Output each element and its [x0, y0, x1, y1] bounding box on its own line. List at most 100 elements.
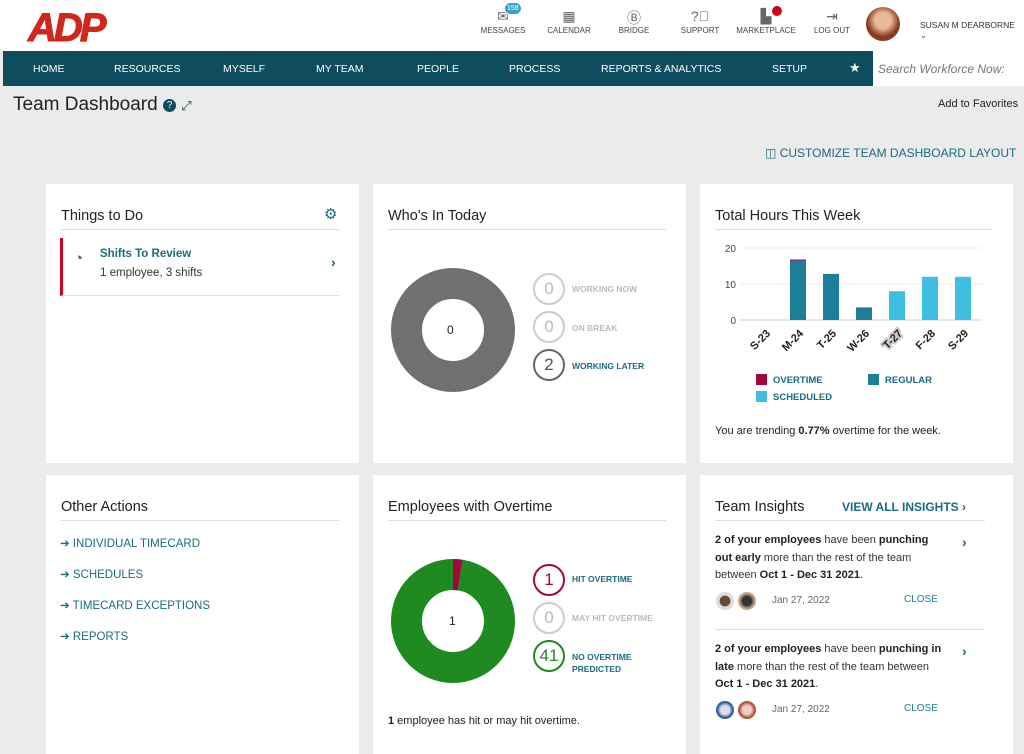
- hours-bar-chart: 0 10 20 S-23 M-24 T-25 W-26 T-27 F-28 S-29: [725, 244, 982, 355]
- user-name: SUSAN M DEARBORNE: [920, 20, 1015, 30]
- support-icon: ?⃝: [690, 8, 710, 24]
- card-title: Other Actions: [61, 499, 339, 521]
- card-title: Total Hours This Week: [715, 208, 993, 230]
- card-title: Who's In Today: [388, 208, 666, 230]
- bar-regular: [823, 273, 839, 320]
- top-bar: ADP ✉ 158 MESSAGES ▦ CALENDAR Ⓑ BRIDGE ?⃝ SUP…: [0, 0, 1024, 51]
- x-tick-label: T-25: [815, 328, 839, 352]
- expand-icon[interactable]: ⤢: [181, 98, 192, 113]
- nav-my-team[interactable]: MY TEAM: [316, 63, 364, 75]
- search-input[interactable]: [873, 51, 1024, 86]
- overtime-footer: 1 employee has hit or may hit overtime.: [388, 715, 580, 727]
- footer-text: employee has hit or may hit overtime.: [394, 715, 580, 727]
- support-button[interactable]: ?⃝ SUPPORT: [670, 8, 730, 35]
- bridge-icon: Ⓑ: [627, 10, 641, 26]
- other-actions-card: Other Actions ➔ INDIVIDUAL TIMECARD ➔ SC…: [46, 475, 359, 754]
- employee-avatar: [738, 701, 756, 719]
- user-avatar[interactable]: [866, 7, 900, 41]
- help-icon[interactable]: ?: [162, 99, 176, 112]
- divider: [715, 629, 985, 630]
- chevron-right-icon: ›: [962, 500, 967, 514]
- nav-process[interactable]: PROCESS: [509, 63, 561, 75]
- support-label: SUPPORT: [680, 26, 720, 35]
- employees-overtime-card: Employees with Overtime 1 1 HIT OVERTIME…: [373, 475, 686, 754]
- link-label: REPORTS: [72, 631, 129, 643]
- main-nav: HOME RESOURCES MYSELF MY TEAM PEOPLE PRO…: [3, 51, 873, 86]
- nav-reports-analytics[interactable]: REPORTS & ANALYTICS: [601, 63, 722, 75]
- chevron-down-icon: ⌄: [920, 30, 928, 40]
- add-to-favorites[interactable]: Add to Favorites: [938, 98, 1019, 110]
- insight-item-1[interactable]: 2 of your employees have been punching o…: [715, 534, 929, 581]
- card-title-text: Team Insights: [715, 499, 805, 515]
- calendar-button[interactable]: ▦ CALENDAR: [539, 8, 599, 35]
- reports-link[interactable]: ➔ REPORTS: [60, 631, 129, 643]
- link-label: SCHEDULES: [72, 569, 144, 581]
- bar-scheduled: [922, 276, 938, 320]
- overtime-trend-text: You are trending 0.77% overtime for the …: [715, 425, 941, 437]
- legend-label: REGULAR: [885, 375, 932, 386]
- whos-in-today-card: Who's In Today 0 0 WORKING NOW 0 ON BREA…: [373, 184, 686, 463]
- logout-button[interactable]: ⇥ LOG OUT: [802, 8, 862, 35]
- legend-overtime: OVERTIME: [756, 374, 823, 386]
- y-tick-label: 20: [725, 244, 737, 255]
- clock-icon: ◔: [74, 250, 84, 267]
- shifts-to-review-item[interactable]: ◔ Shifts To Review 1 employee, 3 shifts …: [60, 238, 339, 296]
- on-break-count: 0: [533, 311, 565, 343]
- logout-icon: ⇥: [826, 8, 838, 24]
- no-overtime-label[interactable]: NO OVERTIME PREDICTED: [572, 652, 632, 674]
- calendar-icon: ▦: [562, 8, 576, 24]
- envelope-icon: ✉ 158: [473, 2, 533, 26]
- x-tick-label: S-29: [946, 328, 971, 353]
- y-tick-label: 0: [730, 316, 736, 327]
- donut-center-value: 1: [449, 614, 456, 628]
- bar-regular: [790, 260, 806, 320]
- view-all-label: VIEW ALL INSIGHTS: [842, 500, 959, 514]
- hit-overtime-count: 1: [533, 564, 565, 596]
- whos-in-donut: [391, 268, 515, 392]
- chevron-right-icon[interactable]: ›: [962, 643, 967, 659]
- bridge-button[interactable]: Ⓑ BRIDGE: [604, 8, 664, 35]
- trend-suffix: overtime for the week.: [829, 425, 941, 437]
- working-later-count: 2: [533, 349, 565, 381]
- messages-button[interactable]: ✉ 158 MESSAGES: [473, 2, 533, 35]
- nav-myself[interactable]: MYSELF: [223, 63, 266, 75]
- x-tick-label: M-24: [780, 327, 807, 354]
- item-title: Shifts To Review: [100, 248, 192, 260]
- nav-setup[interactable]: SETUP: [772, 63, 808, 75]
- page-title: Team Dashboard ? ⤢: [13, 94, 192, 116]
- legend-scheduled: SCHEDULED: [756, 391, 832, 403]
- timecard-exceptions-link[interactable]: ➔ TIMECARD EXCEPTIONS: [60, 600, 211, 612]
- employee-avatar: [738, 592, 756, 610]
- hit-overtime-label[interactable]: HIT OVERTIME: [572, 574, 633, 584]
- footer-count: 1: [388, 715, 395, 727]
- marketplace-button[interactable]: ▙ MARKETPLACE: [736, 6, 796, 35]
- nav-people[interactable]: PEOPLE: [417, 63, 460, 75]
- link-label: TIMECARD EXCEPTIONS: [72, 600, 211, 612]
- insight-date: Jan 27, 2022: [772, 704, 830, 715]
- adp-logo[interactable]: ADP: [27, 6, 106, 51]
- star-icon[interactable]: ★: [849, 60, 861, 75]
- card-title: Team Insights VIEW ALL INSIGHTS ›: [715, 499, 985, 521]
- customize-layout-link[interactable]: ◫ CUSTOMIZE TEAM DASHBOARD LAYOUT: [765, 146, 1016, 160]
- individual-timecard-link[interactable]: ➔ INDIVIDUAL TIMECARD: [60, 538, 201, 550]
- close-insight-button[interactable]: CLOSE: [904, 594, 938, 605]
- customize-label: CUSTOMIZE TEAM DASHBOARD LAYOUT: [779, 146, 1017, 160]
- notification-dot: [772, 6, 782, 16]
- gear-icon[interactable]: ⚙: [324, 206, 338, 223]
- card-title: Things to Do: [61, 208, 339, 230]
- view-all-insights-link[interactable]: VIEW ALL INSIGHTS ›: [842, 500, 966, 514]
- insight-item-2[interactable]: 2 of your employees have been punching i…: [715, 643, 942, 690]
- nav-resources[interactable]: RESOURCES: [114, 63, 181, 75]
- no-overtime-count: 41: [533, 640, 565, 672]
- close-insight-button[interactable]: CLOSE: [904, 703, 938, 714]
- nav-home[interactable]: HOME: [33, 63, 65, 75]
- donut-hit-overtime-slice: [391, 559, 515, 683]
- chevron-right-icon[interactable]: ›: [962, 534, 967, 550]
- working-now-count: 0: [533, 273, 565, 305]
- bar-scheduled: [889, 291, 905, 320]
- insight-date: Jan 27, 2022: [772, 595, 830, 606]
- user-menu[interactable]: SUSAN M DEARBORNE ⌄: [920, 20, 1024, 41]
- working-later-label[interactable]: WORKING LATER: [572, 361, 645, 371]
- y-tick-label: 10: [725, 280, 737, 291]
- schedules-link[interactable]: ➔ SCHEDULES: [60, 569, 144, 581]
